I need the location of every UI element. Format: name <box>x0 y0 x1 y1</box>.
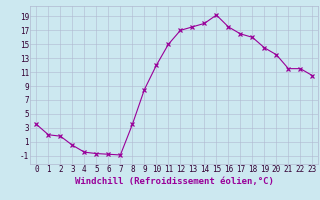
X-axis label: Windchill (Refroidissement éolien,°C): Windchill (Refroidissement éolien,°C) <box>75 177 274 186</box>
